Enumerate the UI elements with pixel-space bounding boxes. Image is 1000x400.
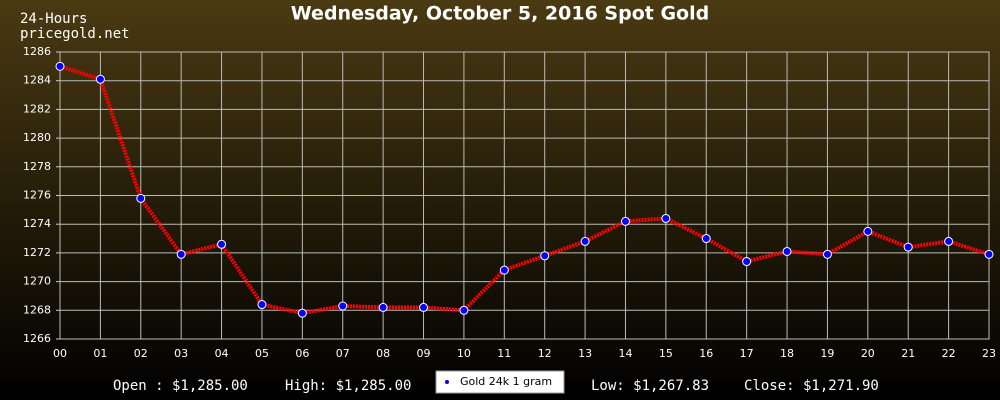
marker	[903, 242, 913, 252]
marker	[580, 236, 590, 246]
x-tick-label: 01	[93, 347, 107, 360]
y-tick-label: 1280	[23, 131, 51, 144]
marker	[378, 302, 388, 312]
x-tick-label: 13	[578, 347, 592, 360]
x-tick-label: 21	[901, 347, 915, 360]
x-tick-label: 12	[538, 347, 552, 360]
x-tick-label: 08	[376, 347, 390, 360]
x-tick-label: 11	[497, 347, 511, 360]
stat-label: Close: $1,271.90	[744, 378, 879, 394]
x-tick-label: 18	[780, 347, 794, 360]
marker	[176, 249, 186, 259]
source: pricegold.net	[20, 26, 130, 42]
stat-label: Open : $1,285.00	[113, 378, 248, 394]
x-tick-label: 16	[699, 347, 713, 360]
stat-label: Low: $1,267.83	[591, 378, 709, 394]
y-tick-label: 1270	[23, 275, 51, 288]
marker	[863, 226, 873, 236]
x-tick-label: 09	[417, 347, 431, 360]
marker	[540, 251, 550, 261]
y-tick-label: 1276	[23, 189, 51, 202]
marker	[822, 249, 832, 259]
period-label: 24-Hours	[20, 11, 87, 27]
y-tick-label: 1286	[23, 45, 51, 58]
x-tick-label: 15	[659, 347, 673, 360]
x-tick-label: 06	[295, 347, 309, 360]
x-tick-label: 10	[457, 347, 471, 360]
marker	[742, 257, 752, 267]
marker	[459, 305, 469, 315]
marker	[338, 301, 348, 311]
y-tick-label: 1268	[23, 303, 51, 316]
y-tick-label: 1266	[23, 332, 51, 345]
x-tick-label: 07	[336, 347, 350, 360]
x-tick-label: 23	[982, 347, 996, 360]
marker	[297, 308, 307, 318]
marker	[620, 216, 630, 226]
marker	[217, 239, 227, 249]
stat-label: High: $1,285.00	[285, 378, 411, 394]
marker	[782, 246, 792, 256]
x-tick-label: 05	[255, 347, 269, 360]
x-tick-label: 22	[942, 347, 956, 360]
marker	[661, 213, 671, 223]
marker	[95, 74, 105, 84]
legend-label: Gold 24k 1 gram	[460, 375, 552, 388]
line	[59, 64, 990, 316]
x-tick-label: 20	[861, 347, 875, 360]
marker	[419, 302, 429, 312]
x-tick-label: 14	[618, 347, 632, 360]
legend-box	[435, 370, 565, 394]
y-tick-label: 1284	[23, 74, 51, 87]
y-tick-label: 1272	[23, 246, 51, 259]
marker	[499, 265, 509, 275]
x-tick-label: 00	[53, 347, 67, 360]
x-tick-label: 03	[174, 347, 188, 360]
x-tick-label: 04	[215, 347, 229, 360]
y-tick-label: 1282	[23, 102, 51, 115]
marker	[257, 300, 267, 310]
marker	[944, 236, 954, 246]
x-tick-label: 19	[820, 347, 834, 360]
marker	[136, 193, 146, 203]
chart-title: Wednesday, October 5, 2016 Spot Gold	[291, 3, 709, 25]
legend-marker	[445, 380, 449, 384]
x-tick-label: 17	[740, 347, 754, 360]
x-tick-label: 02	[134, 347, 148, 360]
marker	[701, 234, 711, 244]
y-tick-label: 1274	[23, 217, 51, 230]
marker	[55, 61, 65, 71]
marker	[984, 249, 994, 259]
y-tick-label: 1278	[23, 160, 51, 173]
